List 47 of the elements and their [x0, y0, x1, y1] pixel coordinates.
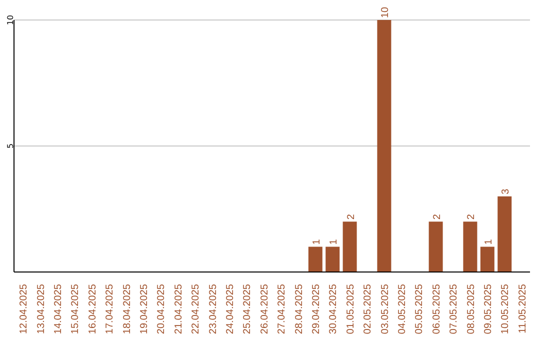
- x-tick-label: 10.05.2025: [500, 284, 512, 334]
- x-tick-label: 04.05.2025: [397, 284, 408, 334]
- x-tick-label: 06.05.2025: [431, 284, 442, 334]
- x-tick-label: 05.05.2025: [414, 284, 426, 334]
- x-tick-label: 26.04.2025: [259, 284, 270, 334]
- x-tick-label: 30.04.2025: [328, 284, 340, 334]
- x-tick-label: 21.04.2025: [173, 284, 184, 334]
- x-tick-label: 23.04.2025: [208, 284, 219, 334]
- x-tick-label: 01.05.2025: [345, 284, 356, 334]
- bar: [342, 222, 357, 272]
- data-label: 2: [466, 214, 478, 220]
- x-tick-label: 20.04.2025: [156, 284, 168, 334]
- data-label: 2: [432, 214, 443, 220]
- x-tick-label: 09.05.2025: [483, 284, 494, 334]
- x-tick-label: 27.04.2025: [276, 284, 288, 334]
- x-tick-label: 11.05.2025: [517, 284, 528, 334]
- y-tick-label: 5: [6, 143, 15, 149]
- x-tick-label: 03.05.2025: [380, 284, 391, 334]
- x-tick-label: 22.04.2025: [190, 284, 202, 334]
- x-tick-label: 08.05.2025: [466, 284, 477, 334]
- x-tick-label: 28.04.2025: [294, 284, 305, 334]
- data-label: 10: [380, 6, 392, 18]
- bar: [498, 196, 512, 272]
- bar: [428, 222, 443, 272]
- x-tick-label: 02.05.2025: [362, 284, 374, 334]
- x-tick-label: 14.04.2025: [53, 284, 64, 334]
- x-tick-label: 15.04.2025: [70, 284, 82, 334]
- data-label: 1: [328, 238, 340, 245]
- x-tick-label: 18.04.2025: [122, 284, 133, 334]
- data-label: 1: [311, 238, 322, 245]
- data-label: 1: [483, 238, 494, 245]
- x-tick-label: 13.04.2025: [36, 284, 47, 334]
- x-tick-label: 19.04.2025: [139, 284, 150, 334]
- bar: [326, 246, 340, 272]
- x-tick-label: 16.04.2025: [87, 284, 98, 334]
- bar: [463, 222, 478, 272]
- bar: [377, 20, 392, 272]
- x-tick-label: 07.05.2025: [448, 284, 460, 334]
- x-tick-label: 29.04.2025: [311, 284, 322, 334]
- x-tick-label: 12.04.2025: [18, 284, 30, 334]
- bar: [308, 246, 322, 272]
- x-tick-label: 25.04.2025: [242, 284, 254, 334]
- x-tick-label: 24.04.2025: [225, 284, 236, 334]
- bar: [480, 246, 494, 272]
- x-tick-label: 17.04.2025: [104, 284, 116, 334]
- data-label: 2: [346, 214, 357, 220]
- data-label: 3: [500, 188, 512, 194]
